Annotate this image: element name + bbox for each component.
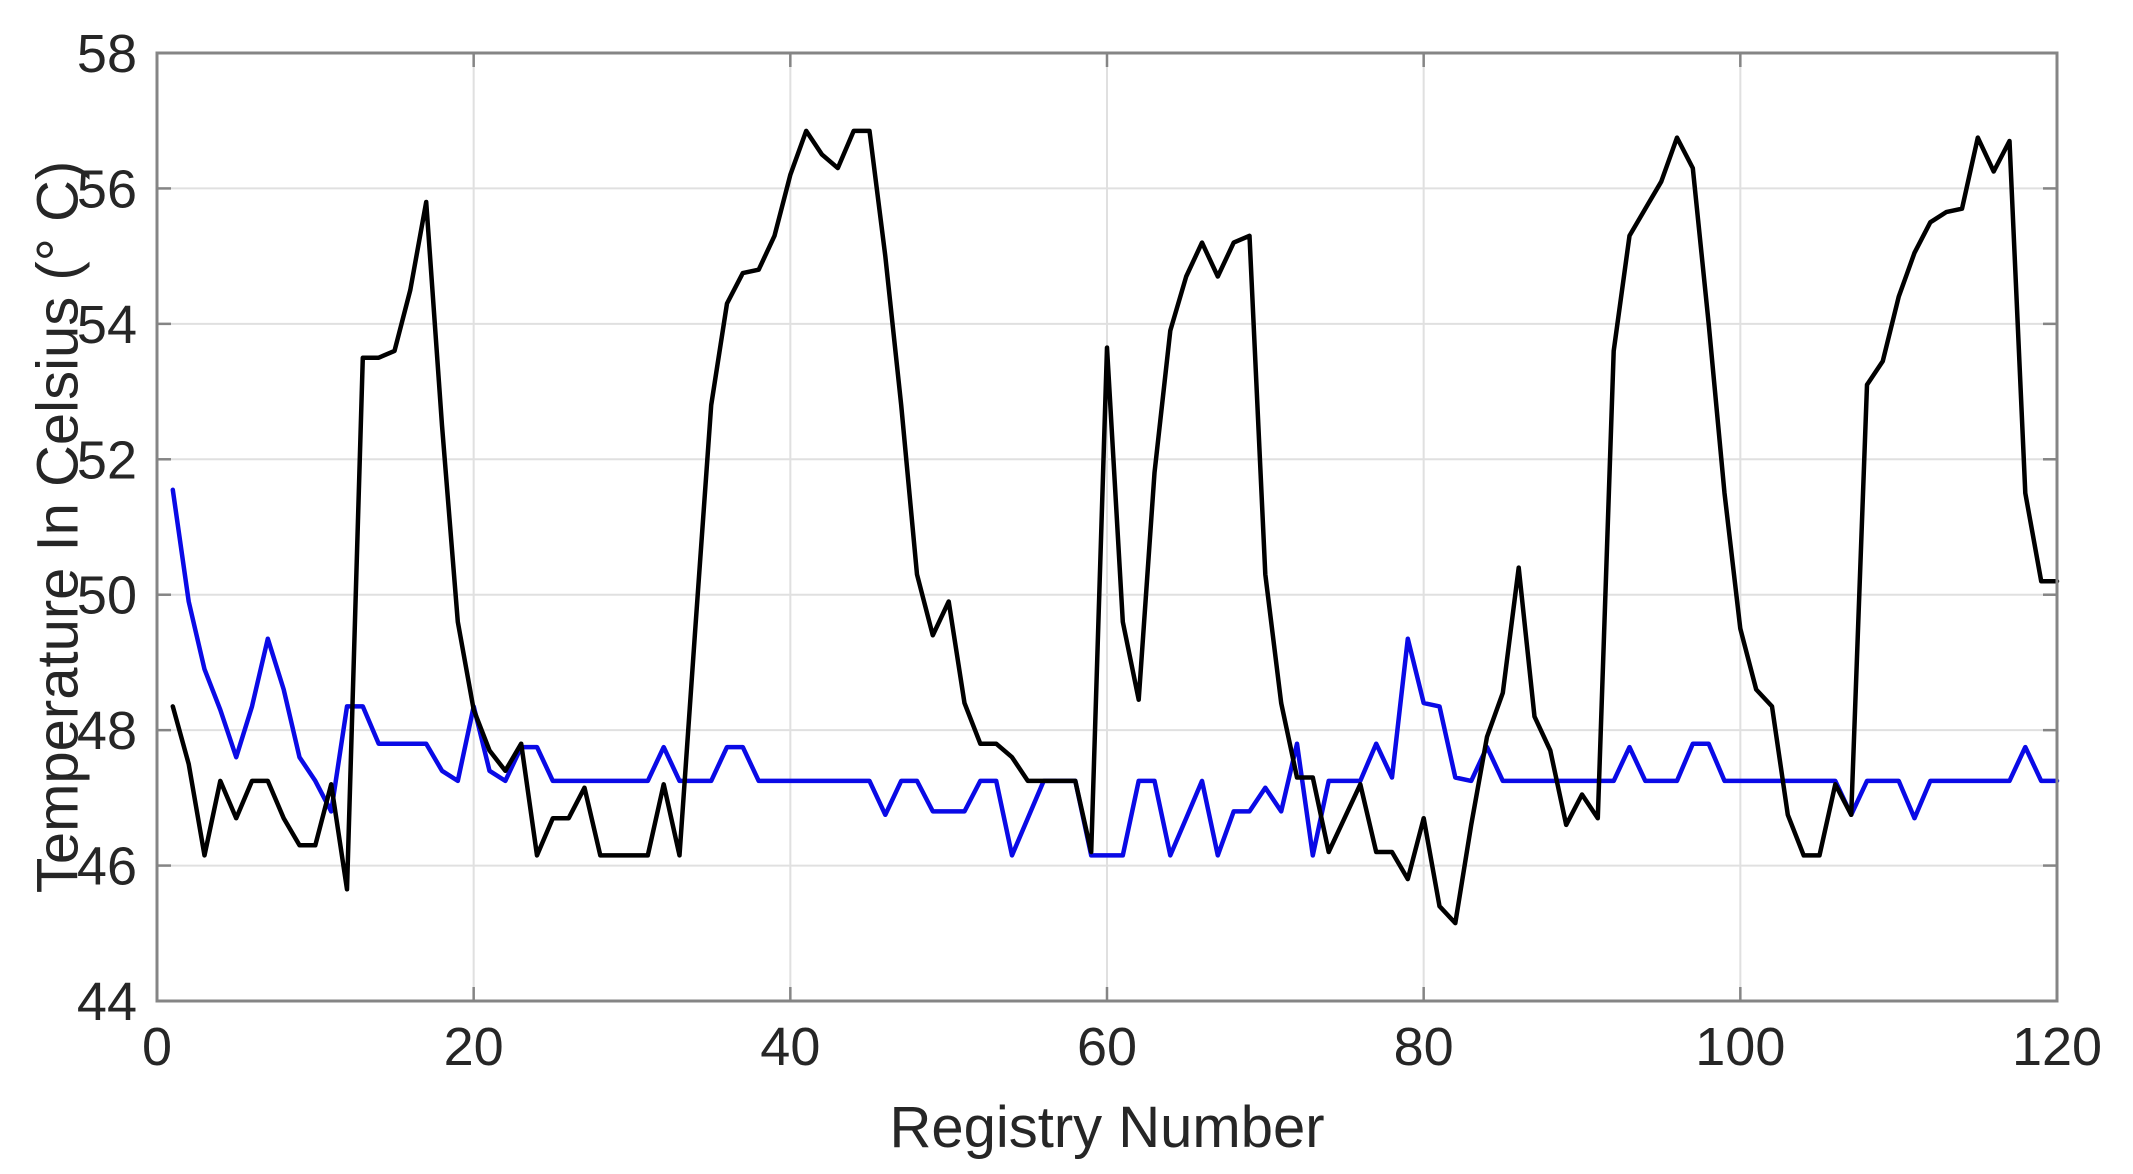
x-axis-title: Registry Number xyxy=(889,1095,1325,1160)
y-tick-label: 48 xyxy=(77,701,137,761)
x-tick-label: 80 xyxy=(1394,1017,1454,1077)
y-tick-label: 58 xyxy=(77,24,137,84)
y-axis-title: Temperature In Celsius (° C) xyxy=(25,160,91,894)
y-tick-label: 56 xyxy=(77,159,137,219)
x-tick-label: 100 xyxy=(1695,1017,1785,1077)
x-tick-label: 0 xyxy=(142,1017,172,1077)
y-tick-label: 50 xyxy=(77,566,137,626)
blue-temperature-series xyxy=(170,487,2060,858)
x-tick-label: 60 xyxy=(1077,1017,1137,1077)
x-tick-label: 40 xyxy=(760,1017,820,1077)
x-tick-label: 20 xyxy=(444,1017,504,1077)
x-tick-label: 120 xyxy=(2012,1017,2102,1077)
y-tick-label: 54 xyxy=(77,295,137,355)
y-tick-label: 46 xyxy=(77,837,137,897)
y-tick-label: 52 xyxy=(77,430,137,490)
y-tick-label: 44 xyxy=(77,972,137,1032)
black-temperature-series xyxy=(170,128,2060,926)
